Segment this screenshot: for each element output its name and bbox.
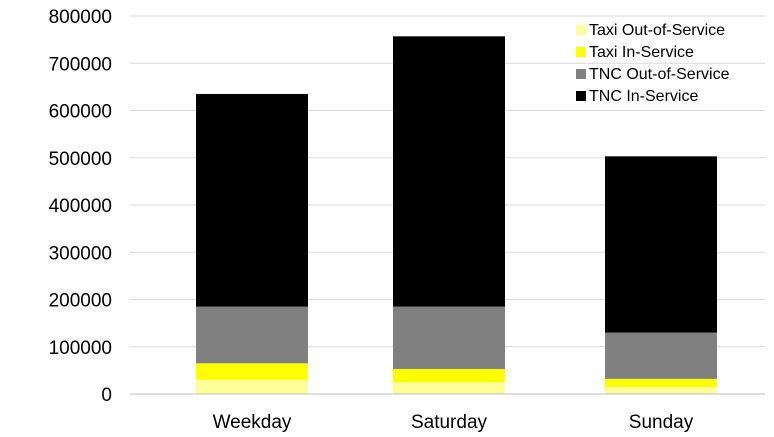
legend-label: Taxi In-Service [589, 44, 694, 61]
legend-label: Taxi Out-of-Service [589, 22, 725, 39]
legend-swatch [576, 47, 586, 57]
y-tick-label: 300000 [49, 243, 112, 264]
x-axis: Weekday Saturday Sunday [130, 393, 765, 433]
legend: Taxi Out-of-Service Taxi In-Service TNC Ou… [576, 22, 730, 105]
legend-swatch [576, 25, 586, 35]
x-tick-label: Weekday [213, 412, 292, 433]
y-tick-label: 400000 [49, 196, 112, 217]
bars [196, 36, 717, 394]
bar-segment [393, 368, 505, 383]
y-tick-label: 800000 [49, 7, 112, 28]
y-tick-label: 600000 [49, 102, 112, 123]
bar-segment [196, 379, 308, 394]
y-tick-label: 700000 [49, 54, 112, 75]
bar-segment [196, 306, 308, 364]
y-tick-label: 200000 [49, 291, 112, 312]
y-tick-label: 0 [101, 385, 112, 406]
bar-segment [196, 363, 308, 380]
bar-segment [393, 36, 505, 307]
bar-segment [605, 156, 717, 333]
bar-segment [393, 306, 505, 369]
legend-label: TNC Out-of-Service [589, 66, 730, 83]
y-tick-label: 100000 [49, 338, 112, 359]
bar-segment [196, 93, 308, 307]
bar-segment [605, 332, 717, 379]
legend-label: TNC In-Service [589, 88, 698, 105]
bar-segment [605, 386, 717, 394]
y-tick-label: 500000 [49, 149, 112, 170]
x-tick-label: Sunday [629, 412, 694, 433]
legend-swatch [576, 69, 586, 79]
bar-segment [605, 378, 717, 387]
x-tick-label: Saturday [411, 412, 488, 433]
legend-swatch [576, 91, 586, 101]
y-axis: 0 100000 200000 300000 400000 500000 600000 700… [49, 7, 112, 406]
bar-segment [393, 382, 505, 394]
